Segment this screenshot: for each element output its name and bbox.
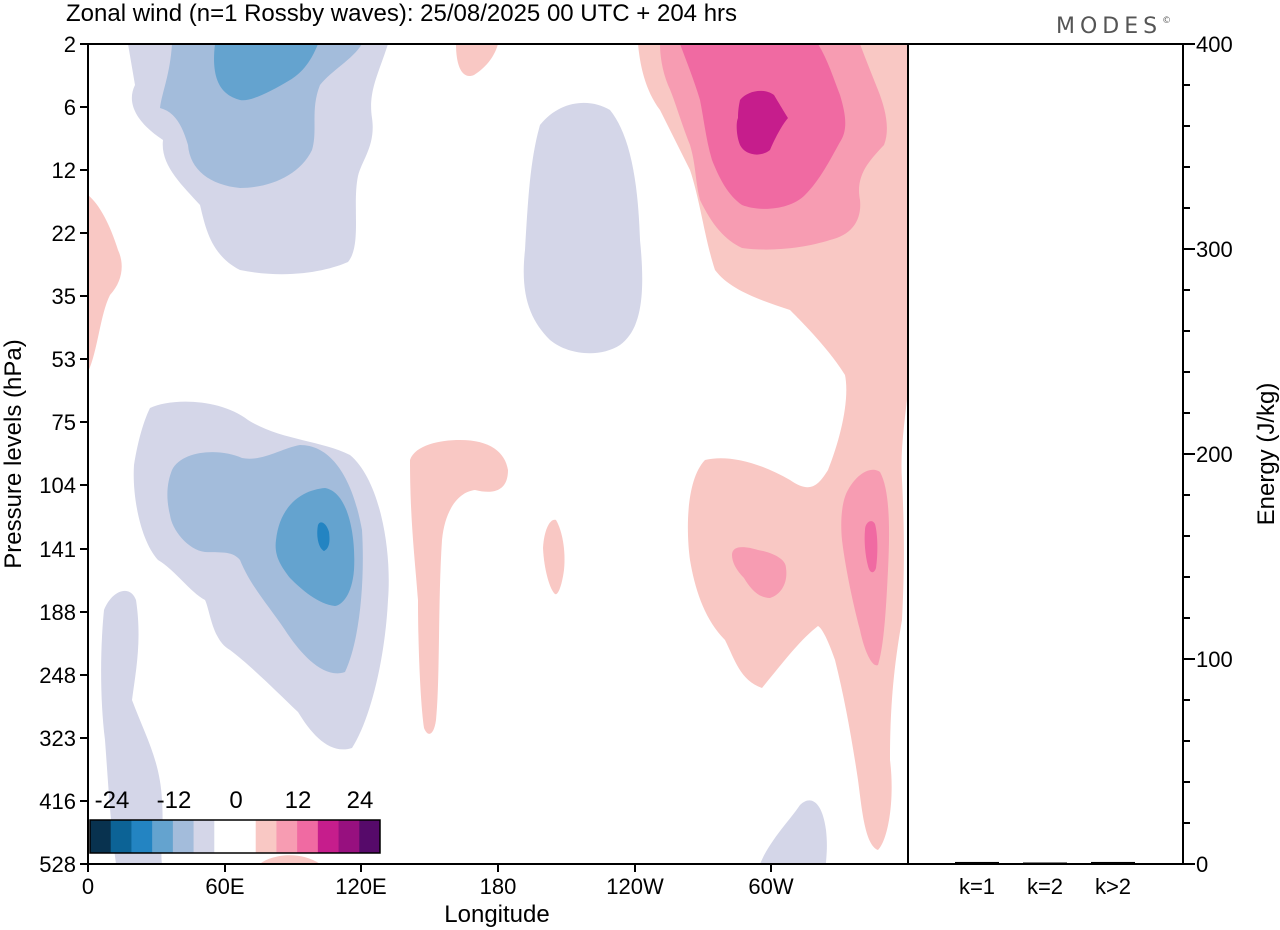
y-tick-label: 528 [39,852,76,877]
colorbar-swatch [359,820,381,853]
energy-bar [955,861,999,864]
y-tick-label: 188 [39,600,76,625]
y-tick-label: 2 [64,32,76,57]
energy-category-label: k=1 [959,874,995,899]
contour-positive-level1 [456,44,498,77]
y-tick-label: 75 [52,410,76,435]
contour-positive-level4 [736,90,788,155]
colorbar-label: -12 [157,787,192,814]
contour-positive-level2 [732,547,787,598]
contour-negative-level4 [317,522,330,551]
x-tick-label: 60E [205,874,244,899]
colorbar-swatch [152,820,174,853]
y-tick-label: 416 [39,789,76,814]
contour-negative-level1 [760,800,827,864]
energy-plot-frame [907,43,1184,865]
contour-positive-level3 [864,521,878,573]
energy-category-label: k>2 [1095,874,1131,899]
x-axis-label: Longitude [444,901,549,928]
colorbar-swatch [276,820,298,853]
colorbar-label: 24 [347,787,374,814]
colorbar-swatch [255,820,277,853]
energy-y-tick-label: 200 [1196,442,1233,467]
contour-negative-level1 [523,102,643,354]
contour-positive-level1 [638,44,908,850]
colorbar-swatch [110,820,132,853]
colorbar-swatch [214,820,236,853]
energy-bar [1023,862,1067,864]
y-tick-label: 35 [52,284,76,309]
y-tick-label: 6 [64,95,76,120]
y-tick-label: 323 [39,726,76,751]
y-tick-label: 141 [39,537,76,562]
colorbar-labels: -24 -12 0 12 24 [95,787,374,814]
colorbar-swatch [297,820,319,853]
y-tick-label: 22 [52,221,76,246]
contour-negative-level3 [275,488,355,606]
y-axis-label: Pressure levels (hPa) [0,339,27,568]
colorbar-swatch [172,820,195,853]
brand-logo: MODES© [1056,14,1176,39]
colorbar-swatch [338,820,360,853]
contour-positive-level2 [841,469,890,666]
y-tick-label: 53 [52,347,76,372]
contour-positive-level1 [88,195,122,372]
energy-y-tick-label: 400 [1196,32,1233,57]
colorbar-label: -24 [95,787,130,814]
y-tick-label: 248 [39,663,76,688]
energy-y-tick-label: 0 [1196,852,1208,877]
colorbar-swatch [317,820,340,853]
y-tick-labels: 2 6 12 22 35 53 75 104 141 188 248 323 4… [39,32,76,877]
x-tick-label: 120E [335,874,386,899]
chart-title: Zonal wind (n=1 Rossby waves): 25/08/202… [66,0,737,27]
colorbar-swatch [131,820,153,853]
energy-y-tick-label: 300 [1196,237,1233,262]
x-tick-label: 60W [748,874,793,899]
colorbar [89,819,381,854]
energy-axis [1183,43,1195,865]
contour-positive-level1 [543,519,565,595]
contour-negative-level3 [214,44,318,101]
contour-positive-level1 [410,440,508,734]
y-tick-label: 12 [52,158,76,183]
colorbar-swatch [235,820,257,853]
x-tick-label: 180 [480,874,517,899]
colorbar-swatch [90,820,112,853]
x-tick-label: 120W [606,874,664,899]
colorbar-label: 12 [285,787,312,814]
x-tick-labels: 0 60E 120E 180 120W 60W [82,874,794,899]
colorbar-swatch [193,820,215,853]
energy-y-tick-labels: 0 100 200 300 400 [1196,32,1233,877]
contour-positive-level1 [260,855,320,864]
colorbar-frame [89,819,381,854]
energy-bar [1091,861,1135,864]
energy-category-labels: k=1 k=2 k>2 [959,874,1131,899]
energy-y-axis-label: Energy (J/kg) [1253,383,1280,526]
energy-bars [955,861,1135,864]
contour-negative-level1 [101,590,163,864]
colorbar-label: 0 [229,787,242,814]
x-tick-label: 0 [82,874,94,899]
main-axis-ticks [80,43,772,872]
contour-negative-level2 [160,44,362,188]
contour-field [88,44,908,864]
y-tick-label: 104 [39,473,76,498]
energy-category-label: k=2 [1027,874,1063,899]
energy-y-tick-label: 100 [1196,647,1233,672]
